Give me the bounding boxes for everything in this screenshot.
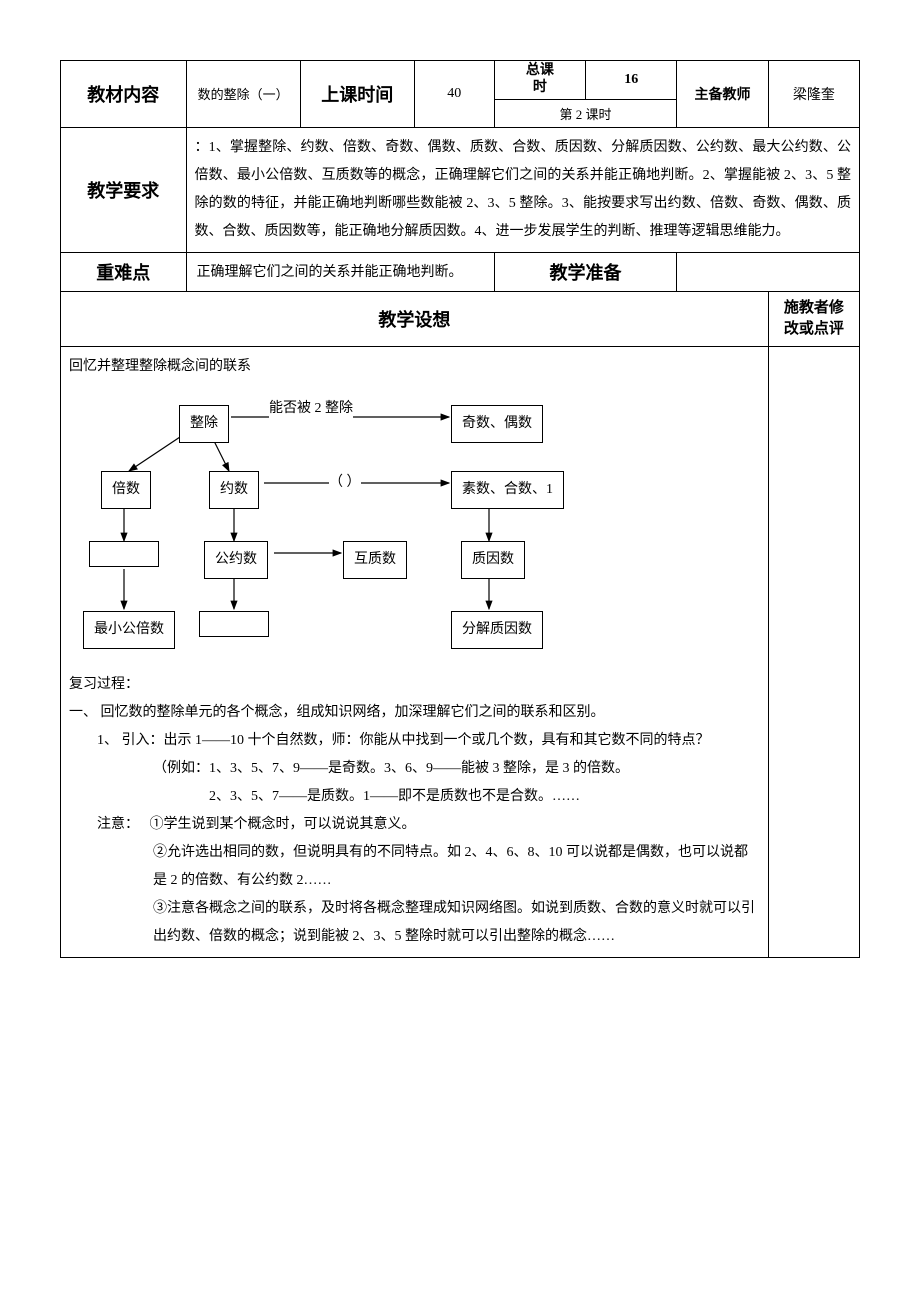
material-value: 数的整除（一） xyxy=(186,61,300,128)
edge-label-2: （ ） xyxy=(329,469,361,497)
box-gongyueshu: 公约数 xyxy=(204,541,268,579)
box-zuixiaogongbeishu: 最小公倍数 xyxy=(83,611,175,649)
period-line: 第 2 课时 xyxy=(495,99,677,127)
flow-intro: 回忆并整理整除概念间的联系 xyxy=(69,353,760,381)
total-value: 16 xyxy=(586,61,677,99)
comment-column xyxy=(768,346,859,957)
design-title-row: 教学设想 施教者修改或点评 xyxy=(61,291,860,346)
flowchart: 能否被 2 整除 （ ） 整除 奇数、偶数 倍数 约数 素数、合数、1 公约数 … xyxy=(79,391,639,651)
requirements-row: 教学要求 ：1、掌握整除、约数、倍数、奇数、偶数、质数、合数、质因数、分解质因数… xyxy=(61,127,860,252)
requirements-text: ：1、掌握整除、约数、倍数、奇数、偶数、质数、合数、质因数、分解质因数、公约数、… xyxy=(186,127,859,252)
sec1-1-ex1: （例如：1、3、5、7、9——是奇数。3、6、9——能被 3 整除，是 3 的倍… xyxy=(69,755,760,783)
sec1-title: 一、 回忆数的整除单元的各个概念，组成知识网络，加深理解它们之间的联系和区别。 xyxy=(69,699,760,727)
box-empty-1 xyxy=(89,541,159,567)
content-row: 回忆并整理整除概念间的联系 xyxy=(61,346,860,957)
prep-label: 教学准备 xyxy=(494,252,677,291)
material-label: 教材内容 xyxy=(61,61,187,128)
box-zhengchu: 整除 xyxy=(179,405,229,443)
main-teacher-label: 主备教师 xyxy=(677,61,768,128)
notes-block: 注意： ①学生说到某个概念时，可以说说其意义。 xyxy=(69,811,760,839)
header-row: 教材内容 数的整除（一） 上课时间 40 总课时 16 第 2 课时 主备教师 … xyxy=(61,61,860,128)
comment-title: 施教者修改或点评 xyxy=(768,291,859,346)
difficulty-label: 重难点 xyxy=(61,252,187,291)
total-label: 总课时 xyxy=(495,61,586,99)
main-teacher-value: 梁隆奎 xyxy=(768,61,859,128)
lesson-plan-table: 教材内容 数的整除（一） 上课时间 40 总课时 16 第 2 课时 主备教师 … xyxy=(60,60,860,958)
period-cell: 总课时 16 第 2 课时 xyxy=(494,61,677,128)
time-label: 上课时间 xyxy=(300,61,414,128)
box-jishu-oushu: 奇数、偶数 xyxy=(451,405,543,443)
note1: ①学生说到某个概念时，可以说说其意义。 xyxy=(150,817,416,832)
difficulty-row: 重难点 正确理解它们之间的关系并能正确地判断。 教学准备 xyxy=(61,252,860,291)
edge-label-1: 能否被 2 整除 xyxy=(269,395,353,423)
content-main: 回忆并整理整除概念间的联系 xyxy=(61,346,769,957)
note-label: 注意： xyxy=(97,817,139,832)
prep-value xyxy=(677,252,860,291)
sec1-1-ex2: 2、3、5、7——是质数。1——即不是质数也不是合数。…… xyxy=(69,783,760,811)
box-yueshu: 约数 xyxy=(209,471,259,509)
requirements-label: 教学要求 xyxy=(61,127,187,252)
note3: ③注意各概念之间的联系，及时将各概念整理成知识网络图。如说到质数、合数的意义时就… xyxy=(69,895,760,951)
box-zhiyinshu: 质因数 xyxy=(461,541,525,579)
review-title: 复习过程： xyxy=(69,671,760,699)
box-huzhishu: 互质数 xyxy=(343,541,407,579)
box-sushu: 素数、合数、1 xyxy=(451,471,564,509)
box-empty-2 xyxy=(199,611,269,637)
note2: ②允许选出相同的数，但说明具有的不同特点。如 2、4、6、8、10 可以说都是偶… xyxy=(69,839,760,895)
difficulty-text: 正确理解它们之间的关系并能正确地判断。 xyxy=(186,252,494,291)
box-beishu: 倍数 xyxy=(101,471,151,509)
time-value: 40 xyxy=(414,61,494,128)
sec1-1: 1、 引入：出示 1——10 十个自然数，师：你能从中找到一个或几个数，具有和其… xyxy=(69,727,760,755)
box-fenjie: 分解质因数 xyxy=(451,611,543,649)
design-title: 教学设想 xyxy=(61,291,769,346)
